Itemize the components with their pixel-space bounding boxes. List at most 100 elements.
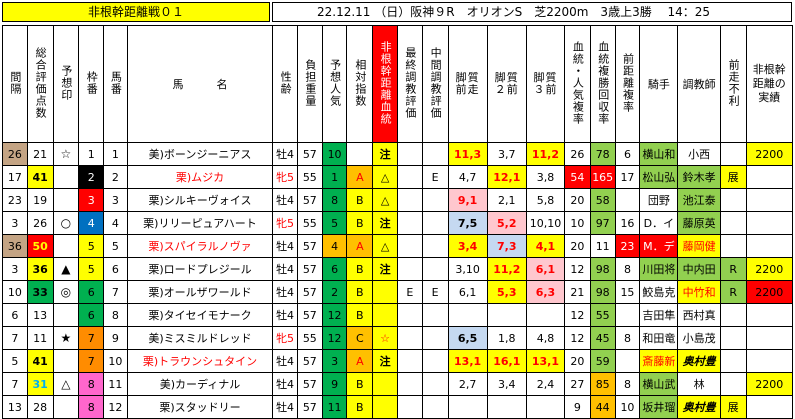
mae2-cell: 16,1 [486,349,527,373]
waku-cell: 7 [78,349,105,373]
kankaku-cell: 26 [2,142,28,166]
name-cell: 栗)リリーピュアハート [126,211,274,235]
mae2-cell: 11,2 [486,257,527,281]
chukan-cell: E [421,165,449,189]
ninki-cell: 5 [321,211,348,235]
mae3-cell: 4,1 [525,234,566,258]
uma-cell: 11 [103,372,128,396]
trainer-cell: 奥村豊 [677,349,721,373]
header-bamei: 馬 名 [172,78,228,91]
waku-cell: 6 [78,280,105,304]
chukan-cell [421,211,449,235]
table-row: 23 19 3 3 栗)シルキーヴォイス 牡4 57 8 B △ 9,1 2,1 5,8 20 58 団野 池江… [2,188,794,212]
furi-cell: R [719,280,747,304]
jisseki-cell: 2200 [745,257,794,281]
table-row: 17 41 2 2 栗)ムジカ 牝5 55 1 A △ E 4,7 12,1 3,8 54 165 17 松山弘鈴… [2,165,794,189]
sougou-cell: 21 [26,142,54,166]
ninki-cell: 11 [321,395,348,419]
kankaku-cell: 6 [2,303,28,327]
header-row: 間隔 総合評価点数 予想印 枠番 馬番 馬 名 性齢 負担重量 予想人気 相対指… [2,25,794,143]
ketto-fukusho-cell: 11 [589,234,616,258]
mae3-cell [525,395,566,419]
sougou-cell: 33 [26,280,54,304]
ketto-fukusho-cell: 44 [589,395,616,419]
race-table: 間隔 総合評価点数 予想印 枠番 馬番 馬 名 性齢 負担重量 予想人気 相対指… [2,25,794,419]
header-zenkyori: 前距離複率 [621,52,635,113]
zenkyori-cell: 15 [614,280,641,304]
mark-cell: ▲ [52,257,80,281]
kankaku-cell: 3 [2,211,28,235]
name-cell: 美)ボーンジーニアス [126,142,274,166]
ketto-fukusho-cell: 45 [589,326,616,350]
name-cell: 栗)トラウンシュタイン [126,349,274,373]
name-cell: 栗)ロードプレジール [126,257,274,281]
table-row: 7 31 △ 8 11 美)カーディナル 牡4 57 9 B 2,7 3,4 2,4 27 85 8 横山武林 2… [2,372,794,396]
kettou-cell [372,395,398,419]
mae2-cell: 5,2 [486,211,527,235]
waku-cell: 6 [78,303,105,327]
kg-cell: 57 [296,349,323,373]
name-cell: 栗)タイセイモナーク [126,303,274,327]
kg-cell: 57 [296,395,323,419]
zenso-cell [447,395,488,419]
header-yosou: 予想印 [59,64,73,101]
jockey-cell: 横山和 [639,142,679,166]
uma-cell: 7 [103,280,128,304]
name-cell: 栗)ムジカ [126,165,274,189]
jisseki-cell [745,165,794,189]
ninki-cell: 10 [321,142,348,166]
mae3-cell: 10,10 [525,211,566,235]
sougou-cell: 11 [26,326,54,350]
mark-cell [52,395,80,419]
jockey-cell: 川田将 [639,257,679,281]
kg-cell: 57 [296,257,323,281]
ketto-fukusho-cell: 85 [589,372,616,396]
waku-cell: 7 [78,326,105,350]
mae2-cell: 3,7 [486,142,527,166]
zenkyori-cell [614,188,641,212]
mark-cell [52,303,80,327]
kankaku-cell: 3 [2,257,28,281]
table-row: 36 50 5 5 栗)スパイラルノヴァ 牡4 57 4 A △ 3,4 7,3 4,1 20 11 23 M．… [2,234,794,258]
furi-cell [719,142,747,166]
jisseki-cell [745,326,794,350]
sex-cell: 牡4 [272,395,298,419]
saishu-cell [396,326,423,350]
mark-cell: ◎ [52,280,80,304]
kankaku-cell: 17 [2,165,28,189]
header-hikonkan-kettou: 非根幹距離血統 [379,40,393,125]
chukan-cell [421,326,449,350]
jisseki-cell [745,188,794,212]
kankaku-cell: 7 [2,326,28,350]
jockey-cell: M．デ [639,234,679,258]
header-mae2: 脚質２前 [494,71,519,96]
kettou-cell: △ [372,234,398,258]
kg-cell: 57 [296,372,323,396]
zenso-cell: 3,10 [447,257,488,281]
mae3-cell: 2,4 [525,372,566,396]
jockey-cell: 団野 [639,188,679,212]
trainer-cell: 藤岡健 [677,234,721,258]
saishu-cell [396,372,423,396]
jockey-cell: D．イ [639,211,679,235]
page-title: 非根幹距離戦０１ [2,2,270,22]
jockey-cell: 松山弘 [639,165,679,189]
kettou-cell [372,280,398,304]
furi-cell [719,349,747,373]
jisseki-cell [745,349,794,373]
trainer-cell: 西村真 [677,303,721,327]
trainer-cell: 奥村豊 [677,395,721,419]
header-zenso-furi: 前走不利 [727,58,741,107]
zenso-cell: 2,7 [447,372,488,396]
sougou-cell: 41 [26,165,54,189]
zenkyori-cell: 23 [614,234,641,258]
kankaku-cell: 36 [2,234,28,258]
mae2-cell: 7,3 [486,234,527,258]
sex-cell: 牡4 [272,188,298,212]
soutai-cell: B [346,257,374,281]
kg-cell: 57 [296,234,323,258]
name-cell: 栗)シルキーヴォイス [126,188,274,212]
zenkyori-cell: 10 [614,395,641,419]
zenkyori-cell [614,303,641,327]
jisseki-cell [745,211,794,235]
